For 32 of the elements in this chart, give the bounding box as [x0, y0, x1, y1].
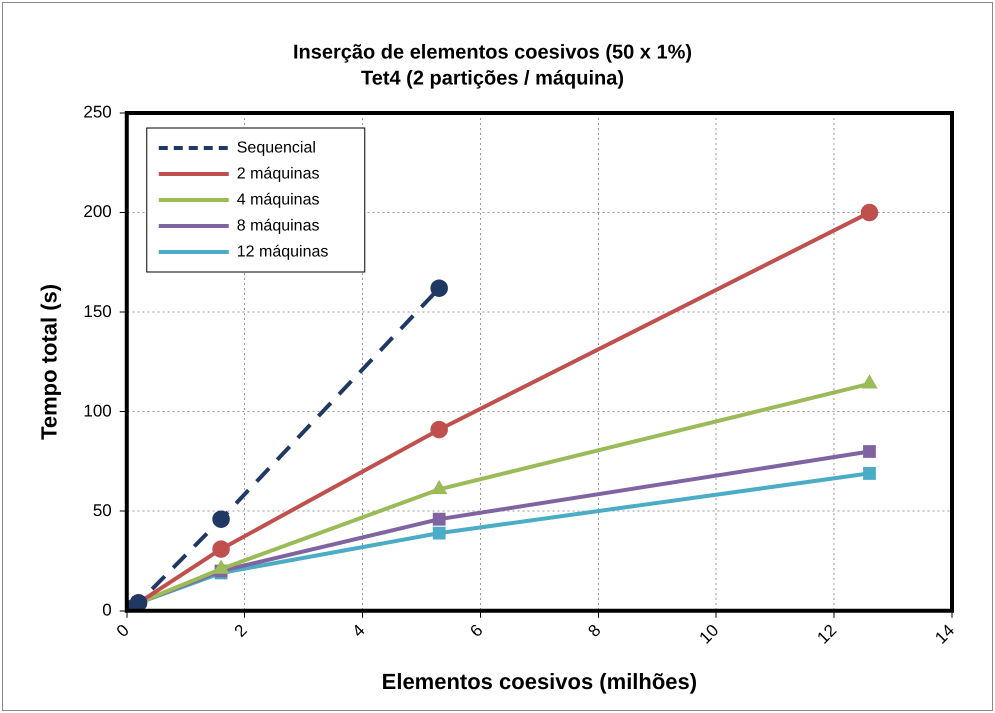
x-tick-label: 6: [466, 620, 487, 641]
x-tick-label: 4: [348, 620, 369, 641]
chart-subtitle: Tet4 (2 partições / máquina): [360, 68, 624, 90]
chart-title: Inserção de elementos coesivos (50 x 1%): [292, 42, 692, 64]
x-tick-label: 12: [813, 620, 840, 648]
y-tick-label: 200: [83, 202, 112, 222]
point: [430, 279, 448, 297]
y-tick-label: 150: [83, 302, 112, 321]
y-tick-label: 0: [102, 600, 112, 620]
legend-label: 4 máquinas: [236, 191, 320, 208]
x-tick-label: 14: [931, 620, 958, 648]
point: [860, 204, 878, 222]
x-tick-label: 8: [584, 620, 604, 641]
point: [430, 420, 448, 438]
point: [863, 445, 876, 458]
y-tick-label: 50: [92, 500, 112, 520]
x-axis-title: Elementos coesivos (milhões): [382, 668, 698, 694]
x-tick-label: 2: [230, 620, 251, 641]
point: [432, 526, 446, 540]
legend-label: 8 máquinas: [236, 217, 320, 234]
point: [863, 467, 876, 480]
point: [212, 540, 230, 558]
legend-label: 2 máquinas: [236, 165, 320, 182]
legend-label: Sequencial: [236, 139, 316, 156]
x-tick-label: 0: [112, 620, 133, 641]
legend-label: 12 máquinas: [236, 243, 328, 260]
point: [212, 510, 230, 528]
point: [432, 512, 446, 526]
y-axis-title: Tempo total (s): [36, 284, 62, 440]
x-tick-label: 10: [696, 620, 722, 648]
y-tick-label: 250: [83, 102, 112, 122]
y-tick-label: 100: [83, 401, 112, 420]
